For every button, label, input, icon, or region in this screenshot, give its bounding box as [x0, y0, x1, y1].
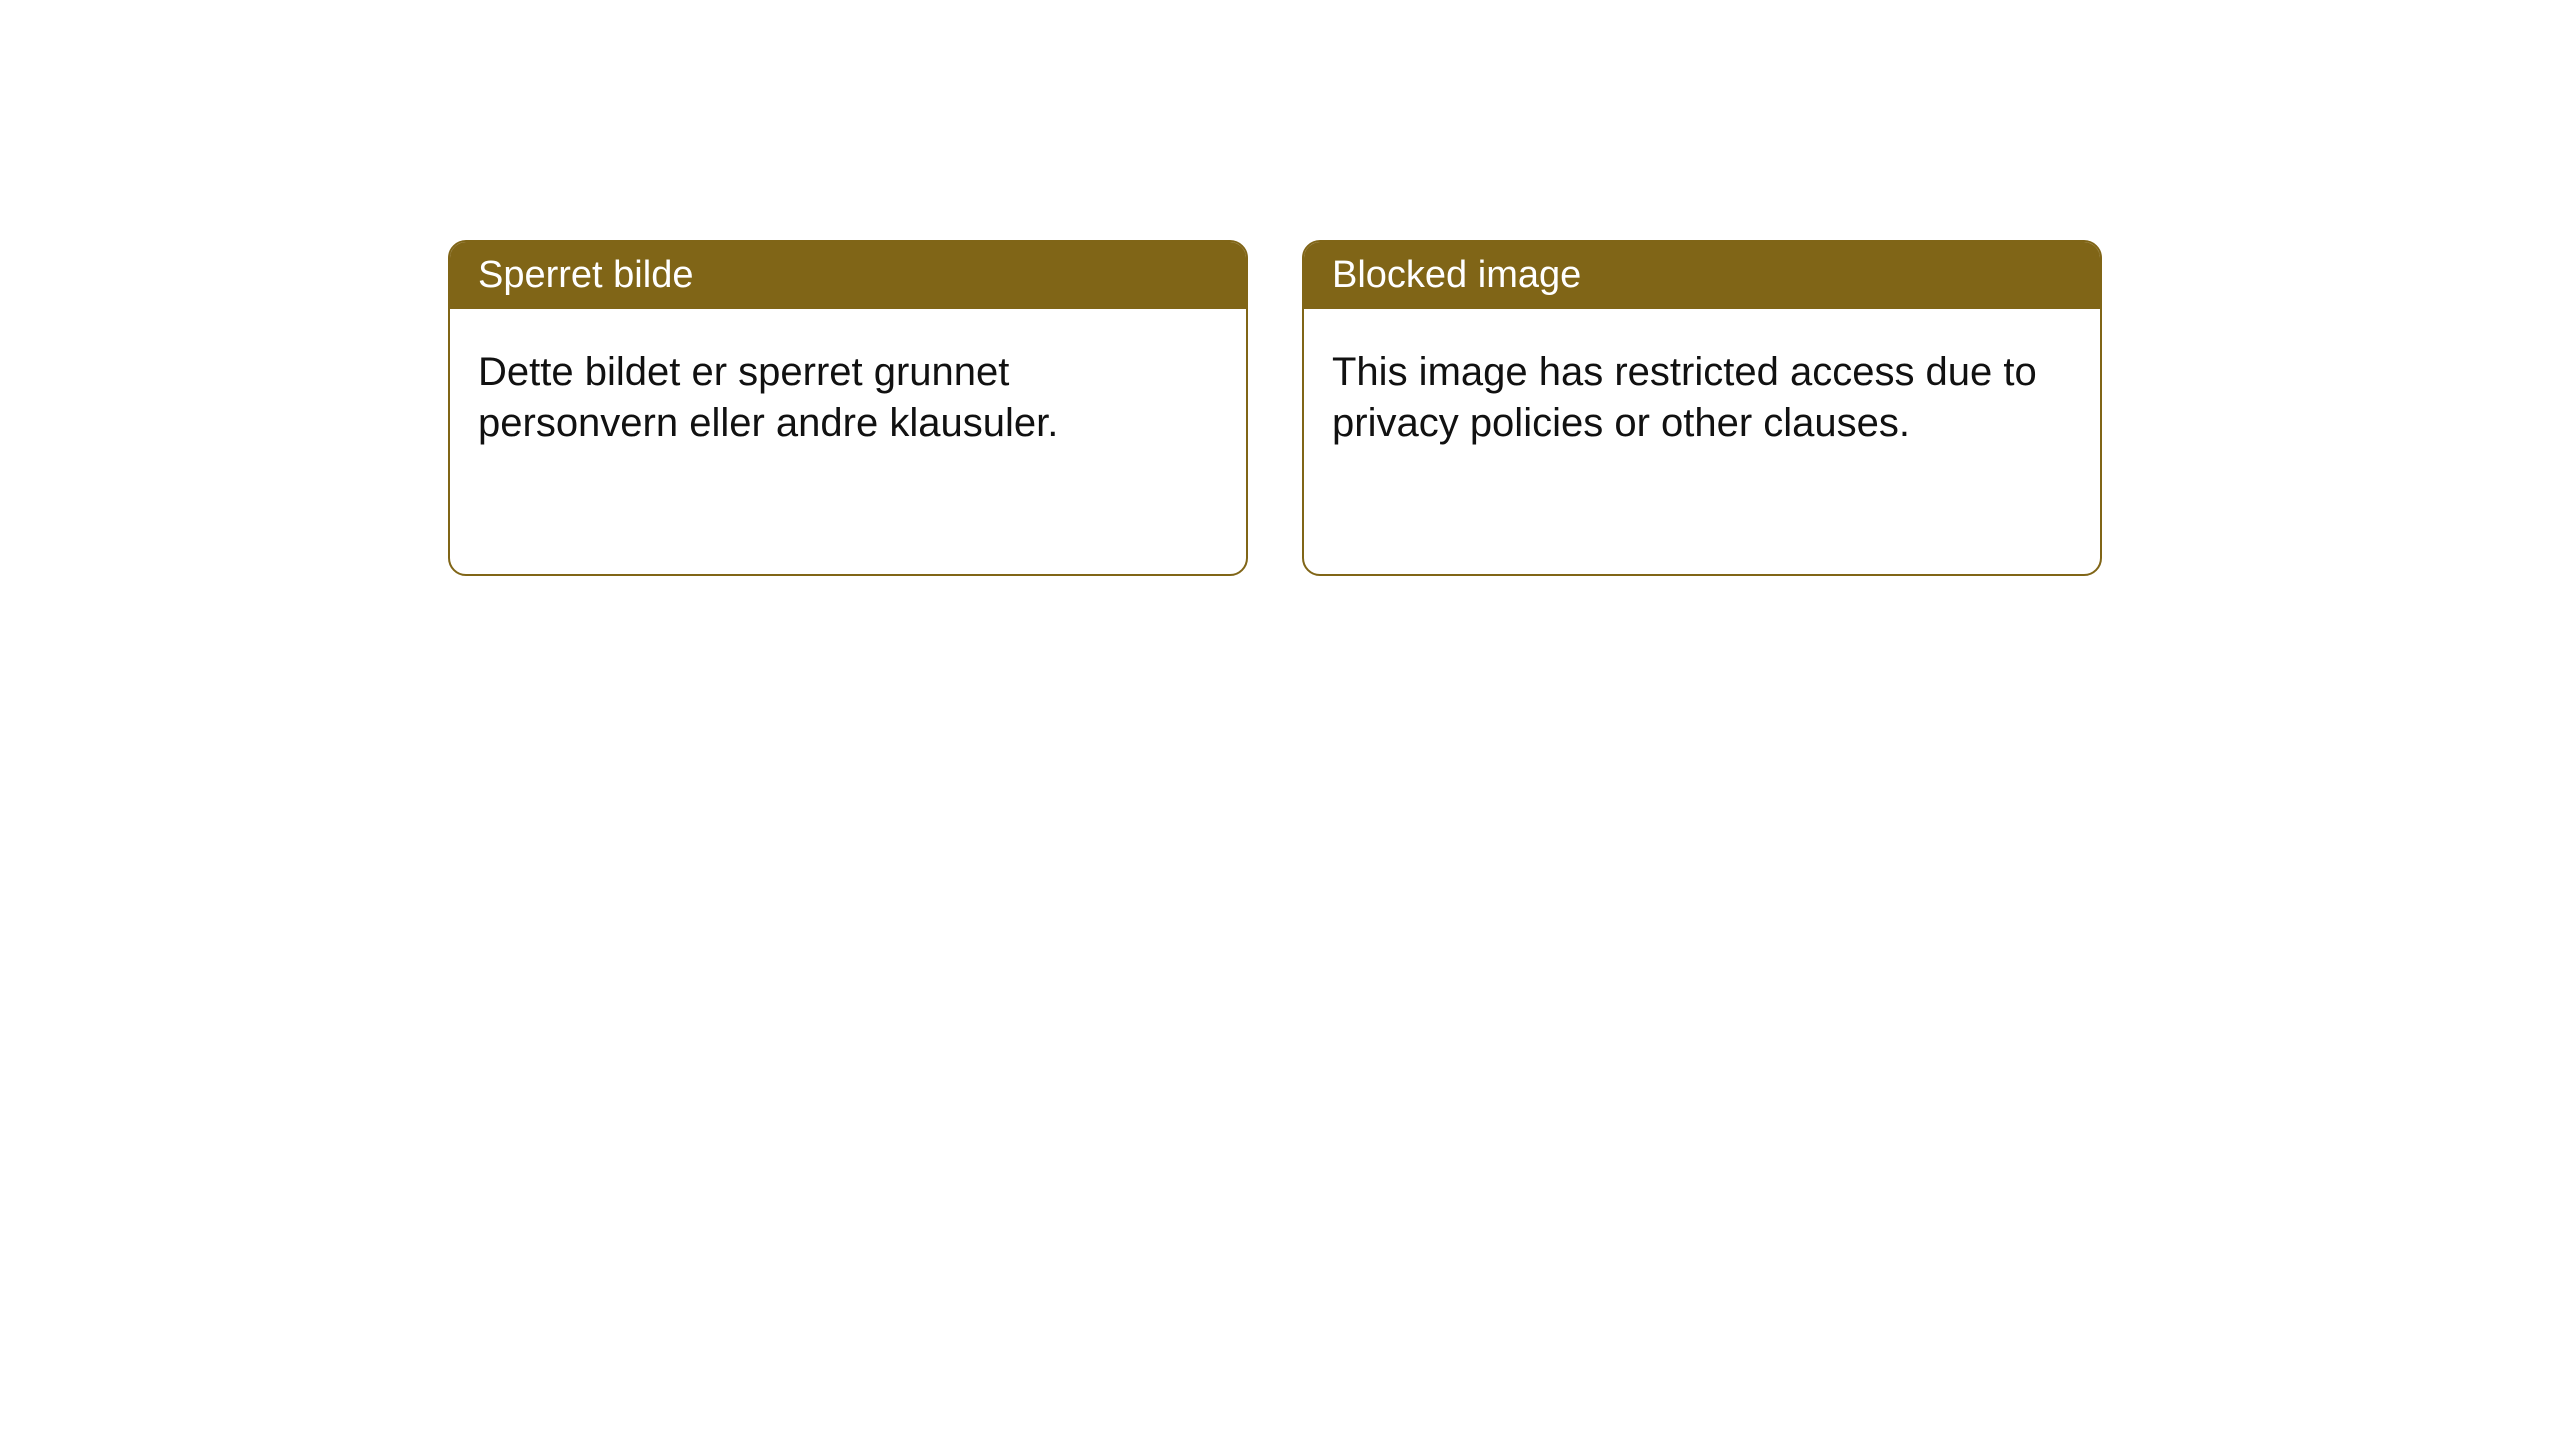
- notice-card-title: Blocked image: [1332, 254, 1581, 296]
- notice-card-title: Sperret bilde: [478, 254, 693, 296]
- notice-card-header: Blocked image: [1304, 242, 2100, 309]
- notice-cards-container: Sperret bilde Dette bildet er sperret gr…: [0, 0, 2560, 576]
- notice-card-message: This image has restricted access due to …: [1332, 350, 2037, 445]
- notice-card-body: This image has restricted access due to …: [1304, 309, 2100, 487]
- notice-card-norwegian: Sperret bilde Dette bildet er sperret gr…: [448, 240, 1248, 576]
- notice-card-body: Dette bildet er sperret grunnet personve…: [450, 309, 1246, 487]
- notice-card-header: Sperret bilde: [450, 242, 1246, 309]
- notice-card-english: Blocked image This image has restricted …: [1302, 240, 2102, 576]
- notice-card-message: Dette bildet er sperret grunnet personve…: [478, 350, 1058, 445]
